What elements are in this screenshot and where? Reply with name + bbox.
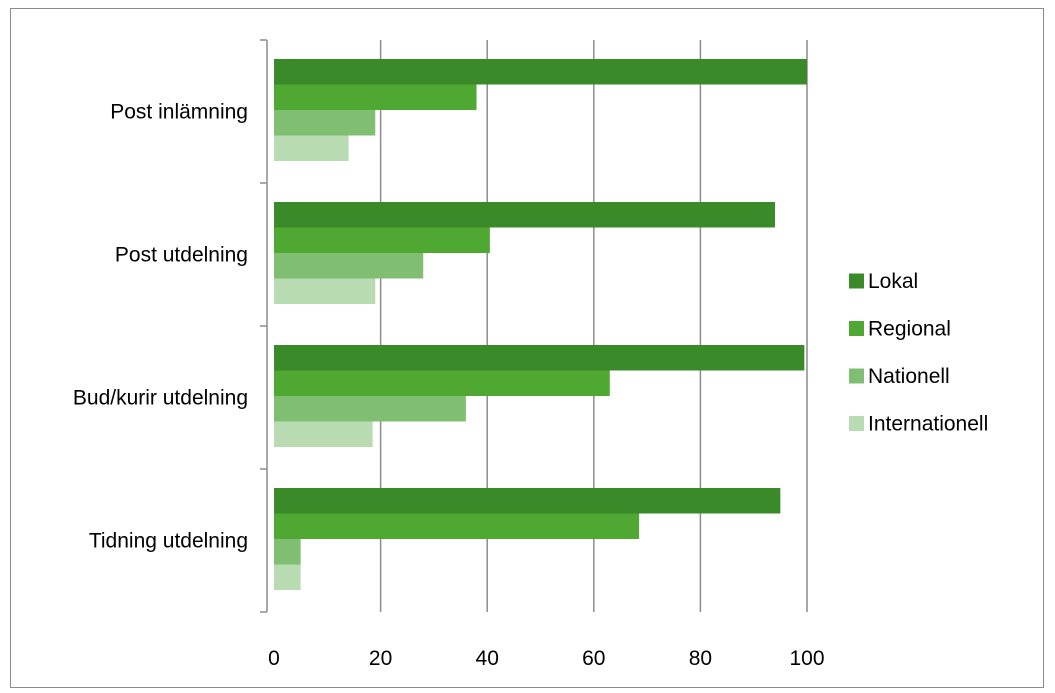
- bar-tidning-utdelning-regional: [274, 513, 640, 539]
- bar-tidning-utdelning-lokal: [274, 488, 781, 514]
- legend: Lokal Regional Nationell Internationell: [849, 270, 988, 436]
- x-tick-label-0: 0: [268, 647, 280, 670]
- bar-post-inl-mning-nationell: [274, 110, 376, 136]
- x-tick-label-80: 80: [689, 647, 712, 670]
- category-labels: Post inlämning Post utdelning Bud/kurir ut…: [73, 101, 248, 553]
- bar-post-inl-mning-internationell: [274, 135, 349, 161]
- bars: [274, 59, 807, 590]
- bar-post-inl-mning-regional: [274, 84, 477, 110]
- bar-bud-kurir-utdelning-nationell: [274, 396, 466, 422]
- legend-item-internationell: Internationell: [849, 413, 988, 436]
- x-tick-label-100: 100: [789, 647, 824, 670]
- bar-bud-kurir-utdelning-lokal: [274, 345, 805, 371]
- bar-post-utdelning-nationell: [274, 253, 424, 279]
- bar-tidning-utdelning-nationell: [274, 539, 301, 565]
- category-label-post-utdelning: Post utdelning: [115, 244, 248, 267]
- x-tick-label-60: 60: [582, 647, 605, 670]
- legend-item-nationell: Nationell: [849, 365, 950, 388]
- legend-item-regional: Regional: [849, 318, 951, 341]
- axes: [260, 39, 268, 613]
- legend-label-nationell: Nationell: [868, 365, 950, 388]
- x-tick-labels: 0 20 40 60 80 100: [268, 647, 824, 670]
- bar-post-utdelning-regional: [274, 227, 490, 253]
- bar-post-utdelning-internationell: [274, 278, 376, 304]
- legend-swatch-nationell: [849, 368, 864, 384]
- legend-swatch-lokal: [849, 273, 864, 289]
- bar-bud-kurir-utdelning-regional: [274, 370, 610, 396]
- category-label-post-inl-mning: Post inlämning: [110, 101, 248, 124]
- x-tick-label-20: 20: [369, 647, 392, 670]
- x-tick-label-40: 40: [476, 647, 499, 670]
- category-label-bud-kurir-utdelning: Bud/kurir utdelning: [73, 387, 248, 410]
- legend-label-lokal: Lokal: [868, 270, 918, 293]
- legend-item-lokal: Lokal: [849, 270, 918, 293]
- bar-post-utdelning-lokal: [274, 202, 776, 228]
- legend-label-regional: Regional: [868, 318, 951, 341]
- bar-bud-kurir-utdelning-internationell: [274, 421, 373, 447]
- category-label-tidning-utdelning: Tidning utdelning: [89, 530, 248, 553]
- bar-tidning-utdelning-internationell: [274, 564, 301, 590]
- legend-label-internationell: Internationell: [868, 413, 988, 436]
- legend-swatch-regional: [849, 321, 864, 336]
- legend-swatch-internationell: [849, 416, 864, 431]
- bar-post-inl-mning-lokal: [274, 59, 807, 85]
